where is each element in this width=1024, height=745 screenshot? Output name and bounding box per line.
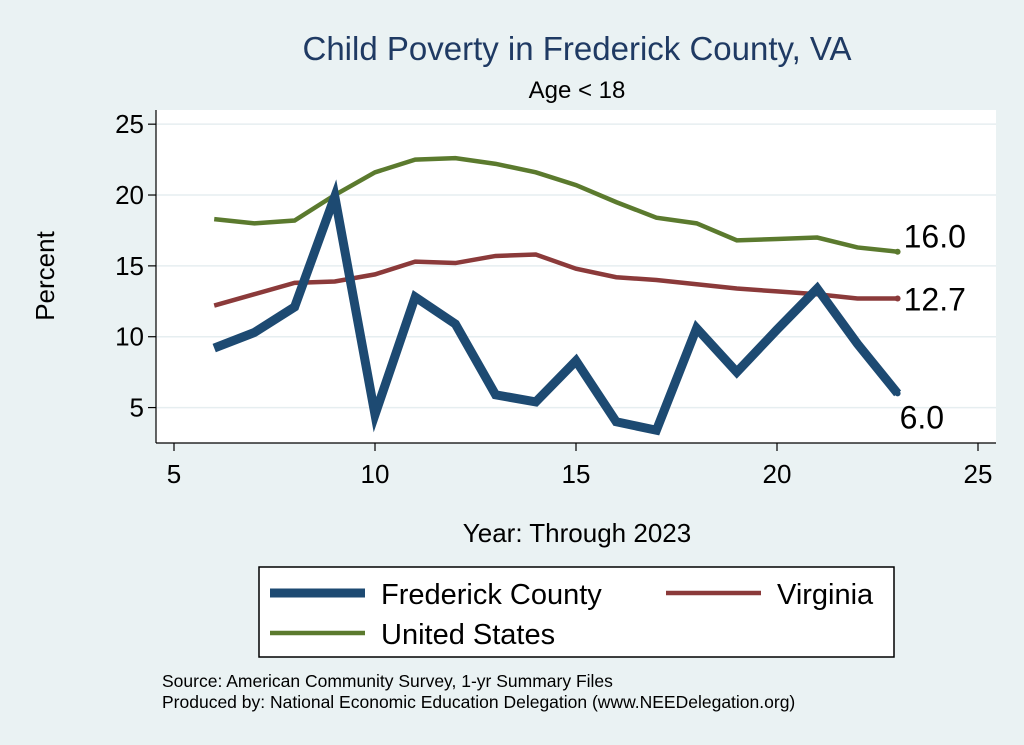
x-tick-label: 10	[361, 459, 390, 489]
y-tick-label: 5	[130, 393, 144, 423]
series-endpoint-united-states	[894, 248, 901, 255]
y-tick-label: 10	[115, 322, 144, 352]
source-note: Source: American Community Survey, 1-yr …	[162, 671, 613, 691]
series-line-virginia	[213, 252, 898, 308]
y-tick-label: 20	[115, 180, 144, 210]
legend-label-frederick-county: Frederick County	[381, 579, 602, 611]
axes: 5 10 15 20 25 5 10 15 20 25	[115, 109, 996, 489]
end-labels: 6.0 12.7 16.0	[900, 219, 966, 436]
end-label-united-states: 16.0	[904, 219, 966, 255]
plot-area	[156, 110, 996, 443]
legend-label-united-states: United States	[381, 619, 555, 651]
series-lines	[212, 155, 902, 436]
series-line-united-states	[213, 155, 898, 254]
series-line-frederick-county	[212, 179, 902, 436]
x-tick-label: 25	[964, 459, 993, 489]
y-tick-label: 25	[115, 109, 144, 139]
series-endpoint-frederick-county	[894, 390, 901, 397]
legend: Frederick County Virginia United States	[270, 579, 874, 651]
chart-subtitle: Age < 18	[529, 77, 626, 104]
x-tick-label: 5	[167, 459, 181, 489]
producer-note: Produced by: National Economic Education…	[162, 692, 795, 712]
x-tick-label: 20	[763, 459, 792, 489]
legend-box	[258, 566, 895, 658]
y-tick-label: 15	[115, 251, 144, 281]
x-tick-label: 15	[562, 459, 591, 489]
y-axis-label: Percent	[30, 230, 60, 320]
legend-label-virginia: Virginia	[777, 579, 874, 611]
series-endpoint-virginia	[894, 295, 901, 302]
end-label-frederick-county: 6.0	[900, 399, 944, 435]
chart-title: Child Poverty in Frederick County, VA	[303, 30, 852, 67]
end-label-virginia: 12.7	[904, 281, 966, 317]
x-axis-label: Year: Through 2023	[463, 518, 691, 548]
